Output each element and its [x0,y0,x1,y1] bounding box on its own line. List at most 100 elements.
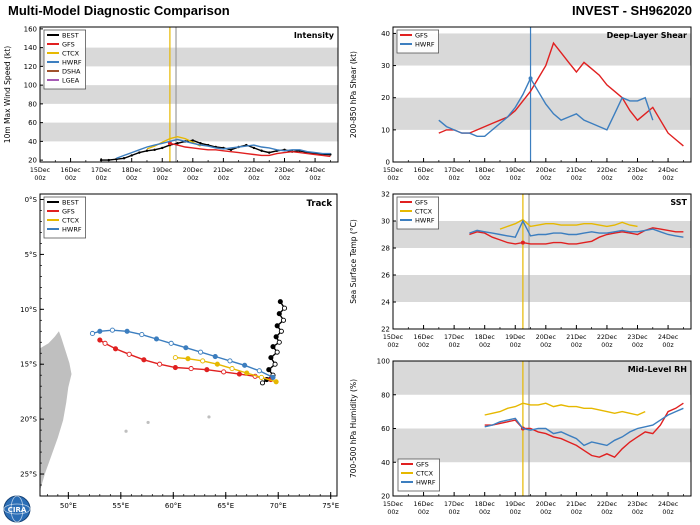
svg-text:15Dec: 15Dec [30,167,51,174]
globe-longitude-line [10,495,24,523]
svg-text:00z: 00z [95,175,107,182]
svg-text:00z: 00z [126,175,138,182]
svg-text:00z: 00z [571,175,583,182]
ctcx-line [484,402,646,416]
madagascar-landmass [40,331,72,491]
svg-text:22: 22 [381,326,390,334]
best-track-point [274,323,280,329]
island [146,420,150,425]
page-title: Multi-Model Diagnostic Comparison [8,3,230,18]
sst-ylabel: Sea Surface Temp (°C) [349,219,358,304]
svg-text:16Dec: 16Dec [60,167,81,174]
storm-id: INVEST - SH962020 [572,3,692,18]
svg-text:00z: 00z [279,175,291,182]
svg-text:30: 30 [381,62,390,70]
hwrf-line [438,76,654,138]
best-track-point [274,349,280,355]
svg-text:15°S: 15°S [20,361,37,369]
shaded-band [40,85,338,104]
svg-text:GFS: GFS [62,41,75,49]
best-track-point [268,355,274,361]
svg-text:00z: 00z [540,509,552,516]
svg-text:00z: 00z [418,509,430,516]
gfs-line [169,142,331,158]
svg-text:22Dec: 22Dec [244,167,265,174]
svg-text:CTCX: CTCX [62,217,80,225]
sst-panel: 22 24 26 28 30 32 Sea Surface Temp (°C) 15Dec 00… [345,189,700,356]
shear-ylabel: 200-850 hPa Shear (kt) [349,51,358,138]
svg-text:LGEA: LGEA [62,77,80,85]
svg-text:00z: 00z [510,342,522,349]
svg-text:CTCX: CTCX [416,470,434,478]
hwrf-track-point [198,349,204,355]
svg-text:00z: 00z [418,175,430,182]
svg-text:00z: 00z [510,509,522,516]
svg-text:00z: 00z [34,175,46,182]
svg-text:55°E: 55°E [112,502,129,510]
gfs-track-point [157,361,163,367]
svg-text:HWRF: HWRF [416,479,436,487]
svg-text:18Dec: 18Dec [122,167,143,174]
best-track-point [270,344,276,350]
svg-text:00z: 00z [479,175,491,182]
svg-text:18Dec: 18Dec [475,334,496,341]
svg-text:80: 80 [381,391,390,399]
ctcx-track-point [172,355,178,361]
svg-text:15Dec: 15Dec [383,501,404,508]
svg-text:18Dec: 18Dec [475,501,496,508]
ctcx-track-point [185,356,191,362]
hwrf-track-point [227,358,233,364]
svg-text:24: 24 [381,299,390,307]
svg-text:30: 30 [381,218,390,226]
svg-text:22Dec: 22Dec [597,501,618,508]
svg-text:18Dec: 18Dec [475,167,496,174]
cira-logo: CIRA [2,494,62,524]
shaded-band [40,47,338,67]
shaded-band [393,428,691,463]
svg-text:23Dec: 23Dec [627,501,648,508]
svg-text:40: 40 [28,138,37,146]
svg-text:60: 60 [381,425,390,433]
ctcx-track-point [214,361,220,367]
svg-text:19Dec: 19Dec [505,167,526,174]
svg-text:0°S: 0°S [25,196,38,204]
sst-title: SST [670,198,687,207]
hwrf-track-point [109,327,115,333]
best-track-point [277,299,283,305]
svg-text:19Dec: 19Dec [505,501,526,508]
svg-text:24Dec: 24Dec [305,167,326,174]
rh-chart: 20 40 60 80 100 700-500 hPa Humidity (%) 15Dec… [349,358,692,516]
svg-text:GFS: GFS [415,199,428,207]
best-track-point [276,311,282,317]
svg-text:00z: 00z [479,509,491,516]
gfs-track-point [141,357,147,363]
svg-text:24Dec: 24Dec [658,334,679,341]
svg-text:20Dec: 20Dec [536,167,557,174]
hwrf-track-point [242,362,248,368]
svg-text:23Dec: 23Dec [627,334,648,341]
svg-text:23Dec: 23Dec [274,167,295,174]
hwrf-track-point [183,345,189,351]
best-track-point [259,380,266,386]
svg-text:00z: 00z [309,175,321,182]
svg-text:21Dec: 21Dec [566,334,587,341]
svg-text:70°E: 70°E [270,502,287,510]
svg-text:15Dec: 15Dec [383,334,404,341]
svg-text:140: 140 [24,44,37,52]
shaded-band [393,33,691,66]
ctcx-track-point [258,374,264,380]
svg-text:16Dec: 16Dec [413,167,434,174]
svg-text:GFS: GFS [62,208,75,216]
svg-text:10: 10 [381,126,390,134]
svg-text:100: 100 [24,82,37,90]
best-track-point [266,367,272,373]
svg-text:HWRF: HWRF [415,217,435,225]
track-title: Track [307,199,333,209]
svg-text:21Dec: 21Dec [566,167,587,174]
shaded-band [393,97,691,130]
svg-text:120: 120 [24,63,37,71]
svg-text:00z: 00z [157,175,169,182]
hwrf-track-point [89,330,96,337]
svg-text:HWRF: HWRF [62,226,82,234]
